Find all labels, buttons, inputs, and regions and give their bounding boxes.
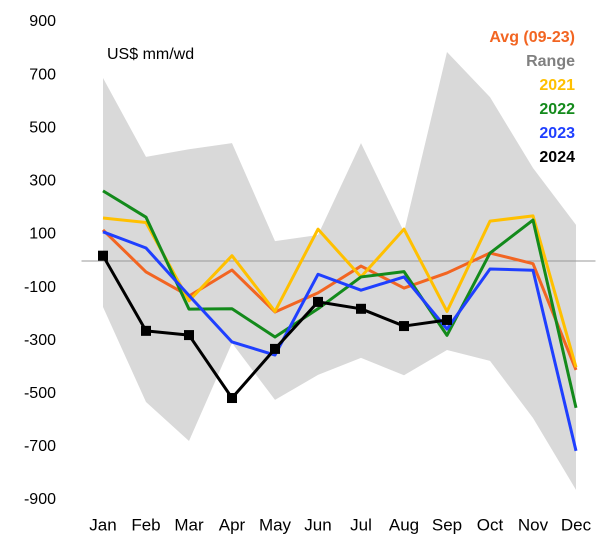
y-tick-label: 900 xyxy=(29,13,56,30)
legend-entry: 2023 xyxy=(539,125,575,142)
x-tick-label: Jun xyxy=(304,515,331,534)
x-tick-label: Sep xyxy=(432,515,462,534)
x-tick-label: Feb xyxy=(131,515,160,534)
point-marker xyxy=(356,303,366,314)
legend-entry: 2021 xyxy=(539,77,575,94)
x-tick-label: Jan xyxy=(89,515,116,534)
y-tick-label: -700 xyxy=(24,438,56,455)
legend-entry: 2022 xyxy=(539,101,575,118)
point-marker xyxy=(141,325,151,336)
x-tick-label: Apr xyxy=(219,515,246,534)
x-tick-label: Nov xyxy=(518,515,549,534)
x-tick-label: Jul xyxy=(350,515,372,534)
point-marker xyxy=(399,321,409,332)
point-marker xyxy=(313,296,323,307)
y-tick-label: 100 xyxy=(29,226,56,243)
range-area xyxy=(103,52,576,490)
y-tick-label: -900 xyxy=(24,491,56,508)
y-tick-label: 300 xyxy=(29,173,56,190)
point-marker xyxy=(270,343,280,354)
y-tick-label: 700 xyxy=(29,66,56,83)
unit-label: US$ mm/wd xyxy=(107,46,194,63)
x-tick-label: Dec xyxy=(561,515,592,534)
point-marker xyxy=(442,314,452,325)
y-tick-label: -500 xyxy=(24,385,56,402)
point-marker xyxy=(227,393,237,404)
x-tick-label: Mar xyxy=(174,515,204,534)
series-line xyxy=(102,189,578,409)
y-tick-label: -100 xyxy=(24,279,56,296)
point-marker xyxy=(184,330,194,341)
point-marker xyxy=(98,250,108,261)
x-tick-label: Oct xyxy=(477,515,504,534)
x-tick-label: Aug xyxy=(389,515,419,534)
y-tick-label: 500 xyxy=(29,119,56,136)
legend-entry: Avg (09-23) xyxy=(489,29,575,46)
y-tick-label: -300 xyxy=(24,332,56,349)
x-tick-label: May xyxy=(259,515,292,534)
legend-entry: 2024 xyxy=(539,149,575,166)
legend-entry: Range xyxy=(526,53,575,70)
series-line xyxy=(102,230,578,452)
